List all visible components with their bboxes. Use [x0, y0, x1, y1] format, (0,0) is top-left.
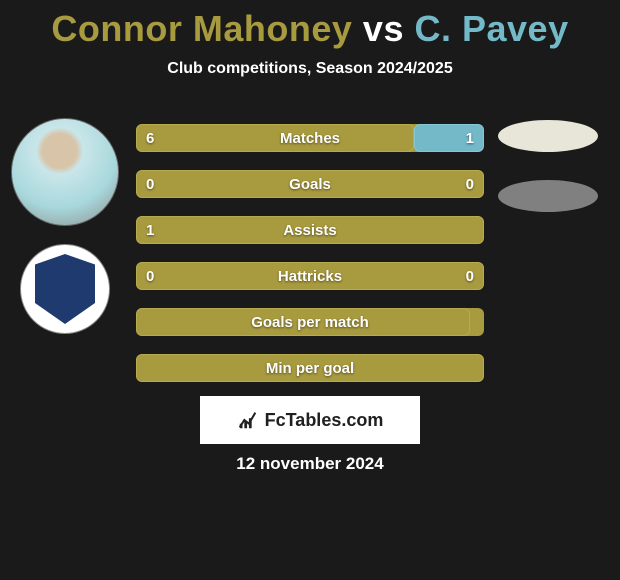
subtitle: Club competitions, Season 2024/2025 [0, 60, 620, 78]
stat-label: Matches [136, 124, 484, 152]
brand-text: FcTables.com [265, 410, 384, 431]
stat-label: Min per goal [136, 354, 484, 382]
placeholder-ellipse [498, 120, 598, 152]
left-image-column [10, 118, 120, 334]
placeholder-ellipse [498, 180, 598, 212]
vs-label: vs [363, 8, 404, 49]
brand-box: FcTables.com [200, 396, 420, 444]
brand-chart-icon [237, 409, 259, 431]
stats-area: 61Matches 00Goals 1Assists 00Hattricks Goals… [136, 124, 484, 382]
stat-row: Goals per match [136, 308, 484, 336]
club-badge [20, 244, 110, 334]
player-photo [11, 118, 119, 226]
stat-label: Goals per match [136, 308, 484, 336]
right-ellipse-column [498, 120, 606, 212]
page-title: Connor Mahoney vs C. Pavey [0, 0, 620, 50]
club-shield-icon [35, 254, 95, 324]
stat-label: Assists [136, 216, 484, 244]
stat-row: 1Assists [136, 216, 484, 244]
date-label: 12 november 2024 [0, 454, 620, 474]
stat-label: Hattricks [136, 262, 484, 290]
stat-row: 00Hattricks [136, 262, 484, 290]
player1-name: Connor Mahoney [51, 8, 352, 49]
player2-name: C. Pavey [414, 8, 568, 49]
stat-label: Goals [136, 170, 484, 198]
stat-row: 61Matches [136, 124, 484, 152]
stat-row: Min per goal [136, 354, 484, 382]
stat-row: 00Goals [136, 170, 484, 198]
